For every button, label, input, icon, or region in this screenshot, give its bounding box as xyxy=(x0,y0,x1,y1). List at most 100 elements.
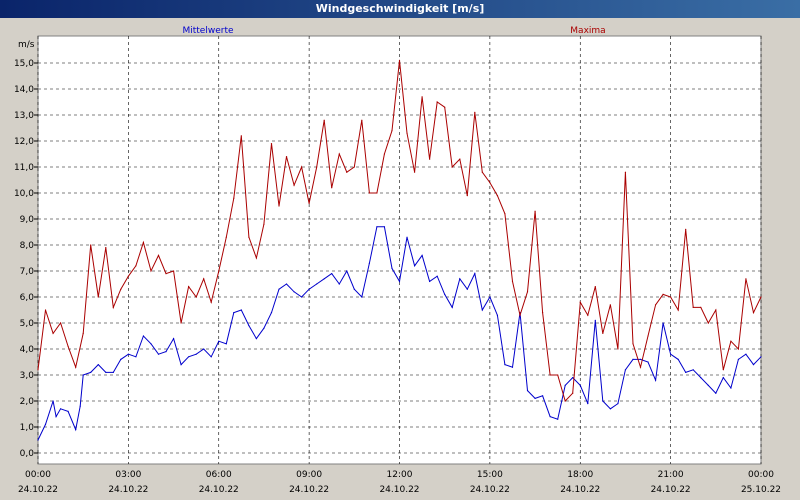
data-point-mittelwerte xyxy=(97,364,99,366)
window-title: Windgeschwindigkeit [m/s] xyxy=(0,0,800,18)
data-point-mittelwerte xyxy=(647,361,649,363)
data-point-mittelwerte xyxy=(692,369,694,371)
data-point-mittelwerte xyxy=(722,377,724,379)
series-group xyxy=(37,59,762,441)
data-point-maxima xyxy=(383,153,386,155)
data-point-maxima xyxy=(745,278,747,280)
data-point-maxima xyxy=(413,171,416,173)
data-point-maxima xyxy=(647,335,649,337)
data-point-maxima xyxy=(316,166,318,168)
data-point-mittelwerte xyxy=(624,369,627,371)
data-point-maxima xyxy=(203,278,205,280)
data-point-mittelwerte xyxy=(459,278,461,280)
data-point-mittelwerte xyxy=(526,390,529,392)
data-point-mittelwerte xyxy=(90,371,92,373)
data-point-maxima xyxy=(587,314,589,316)
data-point-mittelwerte xyxy=(79,405,81,407)
data-point-mittelwerte xyxy=(421,254,423,256)
data-point-maxima xyxy=(692,306,694,308)
data-point-maxima xyxy=(391,130,393,132)
x-tick-date-label: 24.10.22 xyxy=(18,485,58,495)
y-tick-label: 7,0 xyxy=(20,267,35,277)
y-tick-label: 0,0 xyxy=(20,449,35,459)
y-tick-label: 5,0 xyxy=(20,319,35,329)
data-point-maxima xyxy=(564,400,566,402)
data-point-mittelwerte xyxy=(413,265,416,267)
data-point-maxima xyxy=(270,143,273,145)
data-point-mittelwerte xyxy=(383,226,386,228)
data-point-maxima xyxy=(278,205,280,207)
data-point-maxima xyxy=(195,296,197,298)
data-point-mittelwerte xyxy=(105,371,107,373)
data-point-mittelwerte xyxy=(255,338,258,340)
data-point-maxima xyxy=(368,192,370,194)
data-point-mittelwerte xyxy=(685,371,687,373)
y-tick-label: 11,0 xyxy=(14,163,34,173)
x-tick-time-label: 09:00 xyxy=(296,470,322,480)
data-point-mittelwerte xyxy=(481,309,483,311)
y-tick-label: 12,0 xyxy=(14,137,34,147)
data-point-maxima xyxy=(730,340,732,342)
data-point-maxima xyxy=(150,270,152,272)
data-point-mittelwerte xyxy=(541,395,544,397)
data-point-maxima xyxy=(557,374,559,376)
data-point-maxima xyxy=(406,132,408,134)
data-point-maxima xyxy=(474,111,476,113)
data-point-maxima xyxy=(594,286,596,288)
data-point-mittelwerte xyxy=(496,314,499,316)
data-point-maxima xyxy=(526,291,529,293)
data-point-mittelwerte xyxy=(75,429,77,431)
x-tick-date-label: 24.10.22 xyxy=(108,485,148,495)
data-point-mittelwerte xyxy=(67,410,69,412)
data-point-mittelwerte xyxy=(436,275,438,277)
data-point-maxima xyxy=(609,304,611,306)
data-point-mittelwerte xyxy=(300,296,303,298)
data-point-mittelwerte xyxy=(270,312,273,314)
data-point-maxima xyxy=(752,312,755,314)
data-point-mittelwerte xyxy=(715,392,717,394)
data-point-maxima xyxy=(361,119,363,121)
data-point-maxima xyxy=(172,270,175,272)
data-point-maxima xyxy=(602,332,604,334)
x-tick-time-label: 03:00 xyxy=(115,470,141,480)
data-point-mittelwerte xyxy=(587,403,589,405)
data-point-mittelwerte xyxy=(564,384,566,386)
data-point-mittelwerte xyxy=(700,377,702,379)
data-point-maxima xyxy=(248,236,250,238)
data-point-maxima xyxy=(549,374,551,376)
data-point-maxima xyxy=(722,369,724,371)
data-point-mittelwerte xyxy=(549,416,551,418)
x-tick-time-label: 18:00 xyxy=(567,470,593,480)
data-point-mittelwerte xyxy=(632,358,634,360)
data-point-maxima xyxy=(353,166,355,168)
data-point-mittelwerte xyxy=(323,278,325,280)
data-point-mittelwerte xyxy=(210,356,212,358)
data-point-maxima xyxy=(300,166,303,168)
data-point-maxima xyxy=(489,182,491,184)
data-point-mittelwerte xyxy=(285,283,288,285)
data-point-mittelwerte xyxy=(617,403,619,405)
data-point-mittelwerte xyxy=(180,364,182,366)
data-point-maxima xyxy=(67,345,69,347)
data-point-maxima xyxy=(451,166,453,168)
data-point-mittelwerte xyxy=(670,353,672,355)
data-point-mittelwerte xyxy=(82,374,84,376)
legend-maxima: Maxima xyxy=(570,26,605,36)
data-point-mittelwerte xyxy=(572,377,574,379)
y-tick-label: 9,0 xyxy=(20,215,35,225)
x-tick-date-label: 24.10.22 xyxy=(199,485,239,495)
data-point-maxima xyxy=(700,306,702,308)
data-point-mittelwerte xyxy=(466,288,468,290)
data-point-mittelwerte xyxy=(203,348,205,350)
y-tick-label: 10,0 xyxy=(14,189,34,199)
data-point-maxima xyxy=(331,187,333,189)
data-point-maxima xyxy=(737,348,740,350)
data-point-maxima xyxy=(459,158,461,160)
data-point-mittelwerte xyxy=(398,280,401,282)
x-tick-date-label: 24.10.22 xyxy=(379,485,419,495)
data-point-mittelwerte xyxy=(150,343,152,345)
data-point-maxima xyxy=(293,184,295,186)
data-point-mittelwerte xyxy=(293,291,295,293)
x-tick-time-label: 00:00 xyxy=(25,470,51,480)
y-tick-label: 14,0 xyxy=(14,85,34,95)
